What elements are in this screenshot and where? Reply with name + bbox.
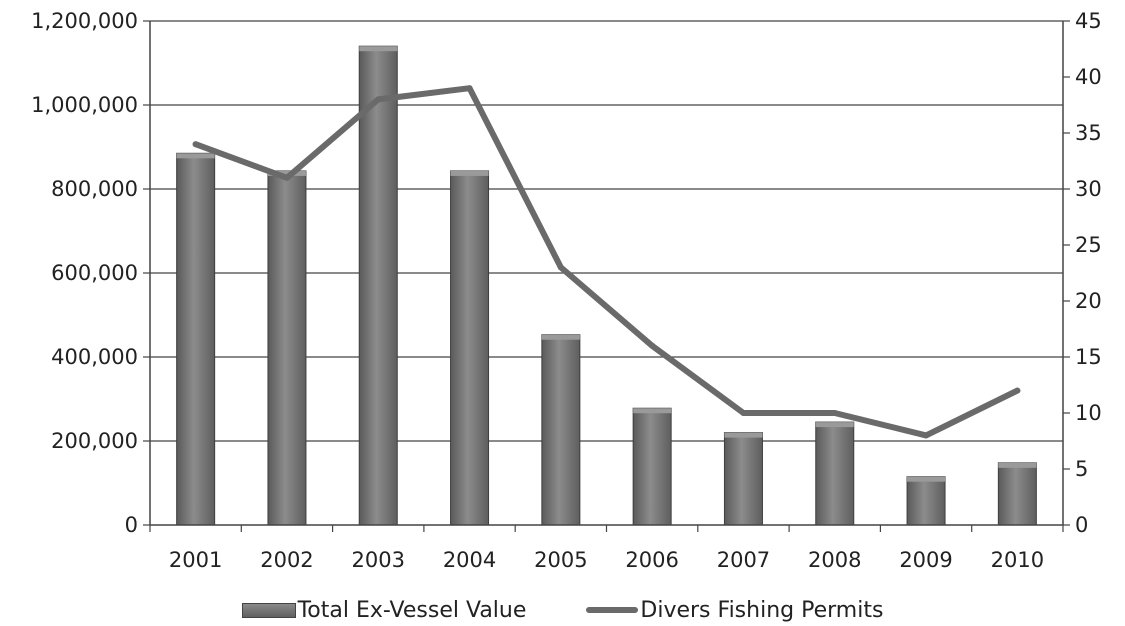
x-tick-label: 2002 bbox=[260, 548, 313, 572]
x-tick-label: 2007 bbox=[717, 548, 770, 572]
left-tick-label: 200,000 bbox=[51, 429, 138, 453]
bar-top-2004 bbox=[450, 170, 489, 176]
bar-swatch-icon bbox=[241, 602, 296, 618]
x-tick-label: 2001 bbox=[169, 548, 222, 572]
permits-point-2001 bbox=[192, 141, 199, 148]
bar-2006 bbox=[632, 407, 672, 526]
bar-2004 bbox=[450, 170, 490, 526]
permits-point-2006 bbox=[649, 342, 656, 349]
left-tick-label: 0 bbox=[125, 513, 138, 537]
right-tick-label: 35 bbox=[1075, 121, 1102, 145]
legend: Total Ex-Vessel Value Divers Fishing Per… bbox=[0, 594, 1125, 626]
right-tick-label: 0 bbox=[1075, 513, 1088, 537]
bar-2008 bbox=[815, 421, 855, 526]
bar-top-2005 bbox=[541, 334, 580, 340]
x-tick-label: 2010 bbox=[991, 548, 1044, 572]
legend-item-line: Divers Fishing Permits bbox=[586, 598, 883, 623]
legend-item-bar: Total Ex-Vessel Value bbox=[241, 597, 527, 623]
permits-point-2005 bbox=[557, 264, 564, 271]
permits-point-2003 bbox=[375, 96, 382, 103]
bar-2001 bbox=[176, 152, 216, 526]
right-tick-label: 15 bbox=[1075, 345, 1102, 369]
legend-line-label: Divers Fishing Permits bbox=[640, 597, 884, 623]
bar-top-2007 bbox=[724, 432, 763, 438]
right-tick-label: 5 bbox=[1075, 457, 1088, 481]
bar-2009 bbox=[906, 476, 946, 526]
bar-top-2003 bbox=[359, 46, 398, 52]
bar-top-2009 bbox=[907, 476, 946, 482]
bar-series bbox=[176, 45, 1037, 526]
bar-2002 bbox=[267, 170, 307, 526]
chart: 0 200,000 400,000 600,000 800,000 1,000,000 1,… bbox=[31, 9, 1102, 572]
bar-2007 bbox=[723, 432, 763, 526]
x-tick-label: 2003 bbox=[352, 548, 405, 572]
permits-point-2009 bbox=[923, 432, 930, 439]
axes: 0 200,000 400,000 600,000 800,000 1,000,000 1,… bbox=[31, 9, 1102, 572]
left-tick-label: 400,000 bbox=[51, 345, 138, 369]
permits-point-2008 bbox=[831, 410, 838, 416]
bar-top-2001 bbox=[176, 153, 215, 159]
permits-point-2007 bbox=[740, 410, 747, 416]
left-tick-label: 800,000 bbox=[51, 177, 138, 201]
right-tick-label: 40 bbox=[1075, 65, 1102, 89]
x-tick-label: 2008 bbox=[808, 548, 861, 572]
right-tick-label: 30 bbox=[1075, 177, 1102, 201]
left-tick-label: 600,000 bbox=[51, 261, 138, 285]
right-tick-label: 45 bbox=[1075, 9, 1102, 33]
x-tick-label: 2005 bbox=[534, 548, 587, 572]
right-tick-label: 20 bbox=[1075, 289, 1102, 313]
bar-top-2002 bbox=[267, 170, 306, 176]
line-swatch-icon bbox=[586, 607, 639, 613]
x-tick-label: 2009 bbox=[899, 548, 952, 572]
permits-point-2002 bbox=[283, 174, 290, 181]
permits-line bbox=[192, 85, 1021, 439]
line-series bbox=[192, 85, 1021, 439]
left-tick-label: 1,000,000 bbox=[31, 93, 138, 117]
right-tick-label: 10 bbox=[1075, 401, 1102, 425]
bar-2003 bbox=[358, 45, 398, 526]
left-tick-label: 1,200,000 bbox=[31, 9, 138, 33]
legend-bar-label: Total Ex-Vessel Value bbox=[297, 597, 527, 623]
x-tick-label: 2004 bbox=[443, 548, 496, 572]
x-tick-label: 2006 bbox=[625, 548, 678, 572]
bar-2005 bbox=[541, 334, 581, 526]
bar-top-2008 bbox=[815, 422, 854, 428]
permits-point-2004 bbox=[466, 85, 473, 92]
bar-top-2006 bbox=[633, 408, 672, 414]
bar-top-2010 bbox=[998, 462, 1037, 468]
permits-point-2010 bbox=[1014, 387, 1021, 394]
right-tick-label: 25 bbox=[1075, 233, 1102, 257]
bar-2010 bbox=[997, 462, 1037, 526]
